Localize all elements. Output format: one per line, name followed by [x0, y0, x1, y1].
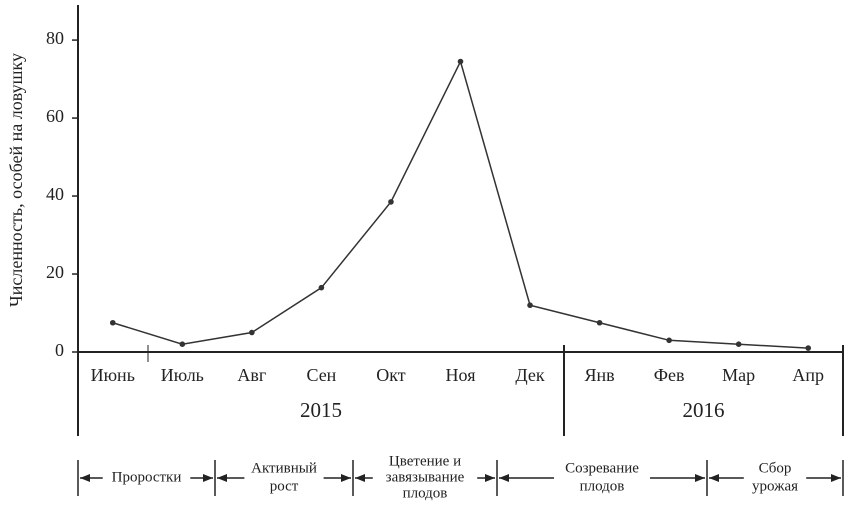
phase-label: Созревание	[565, 460, 639, 476]
phase-label: рост	[270, 478, 299, 494]
arrow-head	[485, 474, 495, 482]
y-axis-label: Численность, особей на ловушку	[6, 53, 26, 307]
data-point	[457, 58, 464, 65]
arrow-head	[499, 474, 509, 482]
arrow-head	[341, 474, 351, 482]
phase-label: Цветение и	[389, 453, 461, 469]
x-tick-label: Июль	[161, 365, 204, 385]
phase-label: плодов	[580, 478, 625, 494]
phase-label: Сбор	[759, 460, 792, 476]
y-tick-label: 20	[46, 262, 64, 282]
x-tick-label: Мар	[722, 365, 755, 385]
x-tick-label: Фев	[654, 365, 685, 385]
data-point	[596, 319, 603, 326]
arrow-head	[831, 474, 841, 482]
data-point	[109, 319, 116, 326]
x-tick-label: Окт	[376, 365, 406, 385]
data-point	[666, 337, 672, 344]
arrow-head	[203, 474, 213, 482]
arrow-head	[355, 474, 365, 482]
y-tick-label: 0	[55, 340, 64, 360]
arrow-head	[709, 474, 719, 482]
data-point	[735, 341, 742, 348]
data-point	[805, 345, 812, 351]
arrow-head	[695, 474, 705, 482]
phase-label: урожая	[752, 478, 798, 494]
data-point	[249, 329, 255, 336]
y-tick-label: 40	[46, 184, 64, 204]
data-point	[318, 284, 325, 291]
x-tick-label: Апр	[792, 365, 824, 385]
arrow-head	[217, 474, 227, 482]
x-tick-label: Авг	[237, 365, 266, 385]
data-point	[388, 199, 394, 205]
year-label: 2015	[300, 398, 342, 422]
phase-label: завязывание	[386, 469, 465, 485]
x-tick-label: Июнь	[91, 365, 135, 385]
data-point	[527, 302, 533, 309]
phase-label: плодов	[403, 485, 448, 501]
phase-label: Проростки	[112, 469, 182, 485]
y-tick-label: 60	[46, 106, 64, 126]
arrow-head	[80, 474, 90, 482]
data-line	[112, 59, 809, 349]
phase-label: Активный	[251, 460, 317, 476]
x-tick-label: Ноя	[446, 365, 476, 385]
x-tick-label: Дек	[515, 365, 544, 385]
data-point	[179, 341, 186, 348]
x-tick-label: Сен	[306, 365, 336, 385]
x-tick-label: Янв	[585, 365, 615, 385]
y-tick-label: 80	[46, 28, 64, 48]
year-label: 2016	[683, 398, 725, 422]
